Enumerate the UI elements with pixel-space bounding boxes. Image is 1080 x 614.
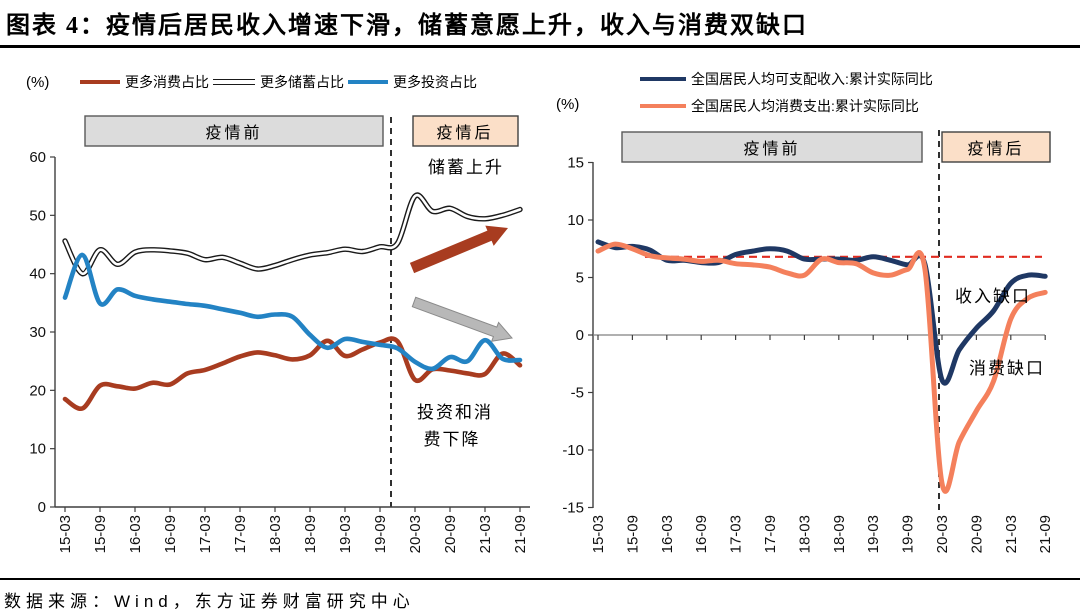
- x-tick-label: 16-09: [693, 515, 710, 553]
- legend-label-investment: 更多投资占比: [393, 74, 477, 90]
- x-tick-label: 15-09: [92, 515, 109, 553]
- post-pandemic-box-left: 疫情后: [412, 115, 519, 147]
- y-tick-label: 15: [567, 155, 584, 172]
- legend-right: 全国居民人均可支配收入:累计实际同比 全国居民人均消费支出:累计实际同比: [640, 69, 933, 116]
- legend-item-expenditure: 全国居民人均消费支出:累计实际同比: [640, 96, 919, 116]
- chart-right: 疫情前 疫情后 -15 -10 -5 0 5 10 15 15-03 15-09 16-03 16…: [562, 130, 1054, 553]
- x-tick-label: 17-03: [197, 515, 214, 553]
- decline-arrow: [411, 296, 513, 342]
- expenditure-swatch: [640, 104, 686, 108]
- x-tick-label: 19-03: [337, 515, 354, 553]
- consumption-gap-note: 消费缺口: [969, 359, 1045, 378]
- income-swatch: [640, 77, 686, 81]
- x-tick-label: 21-09: [1037, 515, 1054, 553]
- y-tick-label: 5: [576, 270, 584, 287]
- legend-label-expenditure: 全国居民人均消费支出:累计实际同比: [691, 98, 919, 114]
- legend-item-investment: 更多投资占比: [348, 72, 477, 92]
- x-tick-label: 18-03: [267, 515, 284, 553]
- x-tick-label: 16-03: [127, 515, 144, 553]
- x-tick-label: 19-09: [372, 515, 389, 553]
- x-tick-label: 20-09: [968, 515, 985, 553]
- y-tick-label: 20: [29, 382, 46, 399]
- pre-pandemic-box-left: 疫情前: [84, 115, 384, 147]
- post-pandemic-rect: [941, 131, 1051, 163]
- decline-note-line1: 投资和消: [417, 403, 493, 422]
- investment-swatch: [348, 80, 388, 84]
- x-tick-label: 18-09: [302, 515, 319, 553]
- right-unit-label: (%): [556, 96, 580, 113]
- y-axis-right: -15 -10 -5 0 5 10 15: [562, 155, 594, 517]
- savings-line-core: [63, 193, 522, 275]
- y-tick-label: 0: [38, 499, 46, 516]
- savings-line-outline: [62, 192, 523, 277]
- consumption-line: [62, 336, 523, 412]
- y-tick-label: 50: [29, 207, 46, 224]
- legend-label-consumption: 更多消费占比: [125, 74, 209, 90]
- y-tick-label: 60: [29, 149, 46, 166]
- figure-title: 图表 4：疫情后居民收入增速下滑，储蓄意愿上升，收入与消费双缺口: [0, 0, 1080, 48]
- post-pandemic-label: 疫情后: [436, 124, 493, 142]
- post-pandemic-rect: [412, 115, 519, 147]
- post-pandemic-label: 疫情后: [967, 140, 1024, 158]
- x-tick-label: 17-09: [232, 515, 249, 553]
- y-tick-label: 10: [567, 212, 584, 229]
- x-tick-label: 16-03: [659, 515, 676, 553]
- legend-item-consumption: 更多消费占比: [80, 72, 209, 92]
- decline-note-line2: 费下降: [424, 430, 481, 449]
- x-axis-left: 15-03 15-09 16-03 16-09 17-03 17-09 18-03 18-09…: [55, 506, 530, 553]
- pre-pandemic-box-right: 疫情前: [621, 131, 923, 163]
- legend-item-income: 全国居民人均可支配收入:累计实际同比: [640, 69, 933, 89]
- x-axis-right: 15-03 15-09 16-03 16-09 17-03 17-09 18-03 18-09…: [590, 334, 1054, 553]
- pre-pandemic-label: 疫情前: [205, 124, 262, 142]
- consumption-swatch: [80, 80, 120, 84]
- y-tick-label: 10: [29, 441, 46, 458]
- x-tick-label: 15-03: [590, 515, 607, 553]
- x-tick-label: 20-03: [934, 515, 951, 553]
- data-source: 数据来源：Wind，东方证券财富研究中心: [0, 578, 1080, 612]
- x-tick-label: 20-03: [407, 515, 424, 553]
- x-tick-label: 21-03: [477, 515, 494, 553]
- y-tick-label: -10: [562, 442, 584, 459]
- y-tick-label: 0: [576, 327, 584, 344]
- y-tick-label: -5: [571, 385, 584, 402]
- x-tick-label: 18-03: [796, 515, 813, 553]
- legend-left: 更多消费占比 更多储蓄占比 更多投资占比: [80, 72, 477, 92]
- left-unit-label: (%): [26, 74, 50, 91]
- savings-swatch: [213, 79, 255, 85]
- legend-label-income: 全国居民人均可支配收入:累计实际同比: [691, 71, 933, 87]
- pre-pandemic-label: 疫情前: [743, 140, 800, 158]
- y-tick-label: 30: [29, 324, 46, 341]
- expenditure-line: [595, 241, 1048, 494]
- charts-area: (%) 更多消费占比 更多储蓄占比 更多投资占比 (%) 全国居民人均可支配收入…: [0, 62, 1080, 578]
- y-tick-label: 40: [29, 266, 46, 283]
- x-tick-label: 15-03: [57, 515, 74, 553]
- x-tick-label: 19-09: [900, 515, 917, 553]
- savings-up-arrow: [409, 225, 508, 274]
- x-tick-label: 15-09: [624, 515, 641, 553]
- x-tick-label: 21-03: [1003, 515, 1020, 553]
- legend-item-savings: 更多储蓄占比: [213, 72, 344, 92]
- post-pandemic-box-right: 疫情后: [941, 131, 1051, 163]
- x-tick-label: 17-09: [762, 515, 779, 553]
- x-tick-label: 17-03: [728, 515, 745, 553]
- legend-label-savings: 更多储蓄占比: [260, 74, 344, 90]
- savings-up-note: 储蓄上升: [428, 158, 504, 177]
- x-tick-label: 21-09: [512, 515, 529, 553]
- x-tick-label: 20-09: [442, 515, 459, 553]
- pre-pandemic-rect: [84, 115, 384, 147]
- investment-line: [62, 252, 523, 372]
- x-tick-label: 19-03: [865, 515, 882, 553]
- x-tick-label: 18-09: [831, 515, 848, 553]
- x-tick-label: 16-09: [162, 515, 179, 553]
- income-gap-note: 收入缺口: [955, 287, 1031, 306]
- y-tick-label: -15: [562, 500, 584, 517]
- y-axis-left: 0 10 20 30 40 50 60: [29, 149, 56, 516]
- chart-left: 疫情前 疫情后 储蓄上升 0 10 20 30 40 50 60 15-03 15-09 16-…: [29, 115, 530, 553]
- pre-pandemic-rect: [621, 131, 923, 163]
